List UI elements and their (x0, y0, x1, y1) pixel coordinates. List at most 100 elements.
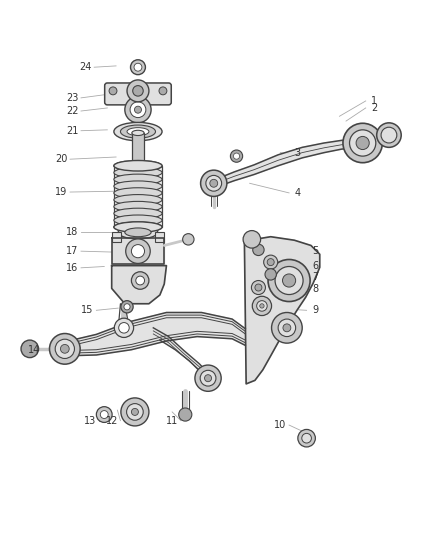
Ellipse shape (114, 201, 162, 212)
Text: 9: 9 (312, 305, 318, 316)
Bar (155, 232, 164, 242)
Circle shape (210, 179, 218, 187)
Text: 11: 11 (166, 416, 178, 426)
Circle shape (206, 175, 222, 191)
Circle shape (253, 244, 264, 255)
Circle shape (298, 430, 315, 447)
Bar (132, 133, 144, 164)
Ellipse shape (114, 174, 162, 184)
Circle shape (251, 280, 265, 295)
Text: 5: 5 (312, 246, 318, 256)
Circle shape (255, 284, 262, 291)
Circle shape (131, 245, 145, 258)
Ellipse shape (114, 167, 162, 178)
Circle shape (60, 344, 69, 353)
Ellipse shape (125, 228, 151, 237)
Circle shape (125, 96, 151, 123)
Circle shape (343, 123, 382, 163)
Polygon shape (112, 265, 166, 304)
Polygon shape (65, 312, 245, 356)
Ellipse shape (114, 160, 162, 171)
FancyBboxPatch shape (105, 83, 171, 105)
Text: 6: 6 (312, 261, 318, 271)
Text: 20: 20 (55, 154, 67, 164)
Text: 7: 7 (312, 272, 318, 282)
Text: 4: 4 (295, 188, 301, 198)
Circle shape (381, 127, 397, 143)
Ellipse shape (127, 128, 149, 135)
Ellipse shape (132, 130, 144, 135)
Circle shape (121, 301, 133, 313)
Polygon shape (153, 328, 210, 381)
Circle shape (96, 407, 112, 423)
Circle shape (179, 408, 192, 421)
Circle shape (260, 304, 264, 308)
Circle shape (124, 304, 130, 310)
Circle shape (350, 130, 376, 156)
Circle shape (159, 87, 167, 95)
Circle shape (230, 150, 243, 162)
Circle shape (127, 403, 143, 420)
Circle shape (131, 60, 145, 75)
Circle shape (233, 153, 240, 159)
Text: 18: 18 (66, 228, 78, 237)
Ellipse shape (114, 188, 162, 198)
Circle shape (205, 375, 212, 382)
Text: 22: 22 (66, 106, 78, 116)
Text: 1: 1 (371, 96, 378, 106)
Circle shape (131, 408, 138, 415)
Ellipse shape (114, 222, 162, 232)
Circle shape (109, 87, 117, 95)
Circle shape (275, 266, 303, 295)
Text: 3: 3 (295, 149, 301, 158)
Text: 2: 2 (371, 103, 378, 113)
Circle shape (100, 410, 108, 418)
Ellipse shape (120, 125, 155, 138)
Circle shape (121, 398, 149, 426)
Circle shape (136, 276, 145, 285)
Text: 15: 15 (81, 305, 94, 316)
Circle shape (268, 260, 310, 302)
Polygon shape (244, 237, 320, 384)
Text: 14: 14 (28, 345, 40, 355)
Ellipse shape (114, 215, 162, 225)
Circle shape (183, 233, 194, 245)
Circle shape (21, 340, 39, 358)
Text: 17: 17 (66, 246, 78, 256)
Circle shape (200, 370, 216, 386)
Bar (112, 232, 121, 242)
Circle shape (134, 63, 142, 71)
Circle shape (356, 136, 369, 150)
Circle shape (127, 80, 149, 102)
Circle shape (283, 274, 296, 287)
Text: 10: 10 (274, 420, 286, 430)
Circle shape (265, 269, 276, 280)
Text: 23: 23 (66, 93, 78, 103)
Ellipse shape (114, 160, 162, 171)
Circle shape (126, 239, 150, 263)
Circle shape (131, 272, 149, 289)
Circle shape (243, 231, 261, 248)
Circle shape (257, 301, 267, 311)
Circle shape (119, 322, 129, 333)
Text: 16: 16 (66, 263, 78, 273)
Circle shape (267, 259, 274, 265)
Circle shape (272, 312, 302, 343)
Ellipse shape (114, 181, 162, 191)
Circle shape (264, 255, 278, 269)
Ellipse shape (114, 123, 162, 141)
Circle shape (201, 170, 227, 197)
Text: 19: 19 (55, 187, 67, 197)
Polygon shape (215, 140, 359, 188)
Ellipse shape (114, 208, 162, 219)
Text: 24: 24 (79, 62, 92, 72)
Text: 21: 21 (66, 126, 78, 136)
Circle shape (283, 324, 291, 332)
Circle shape (55, 339, 74, 359)
Circle shape (278, 319, 296, 336)
Circle shape (133, 86, 143, 96)
Circle shape (377, 123, 401, 147)
Circle shape (252, 296, 272, 316)
Ellipse shape (114, 222, 162, 232)
Ellipse shape (114, 195, 162, 205)
